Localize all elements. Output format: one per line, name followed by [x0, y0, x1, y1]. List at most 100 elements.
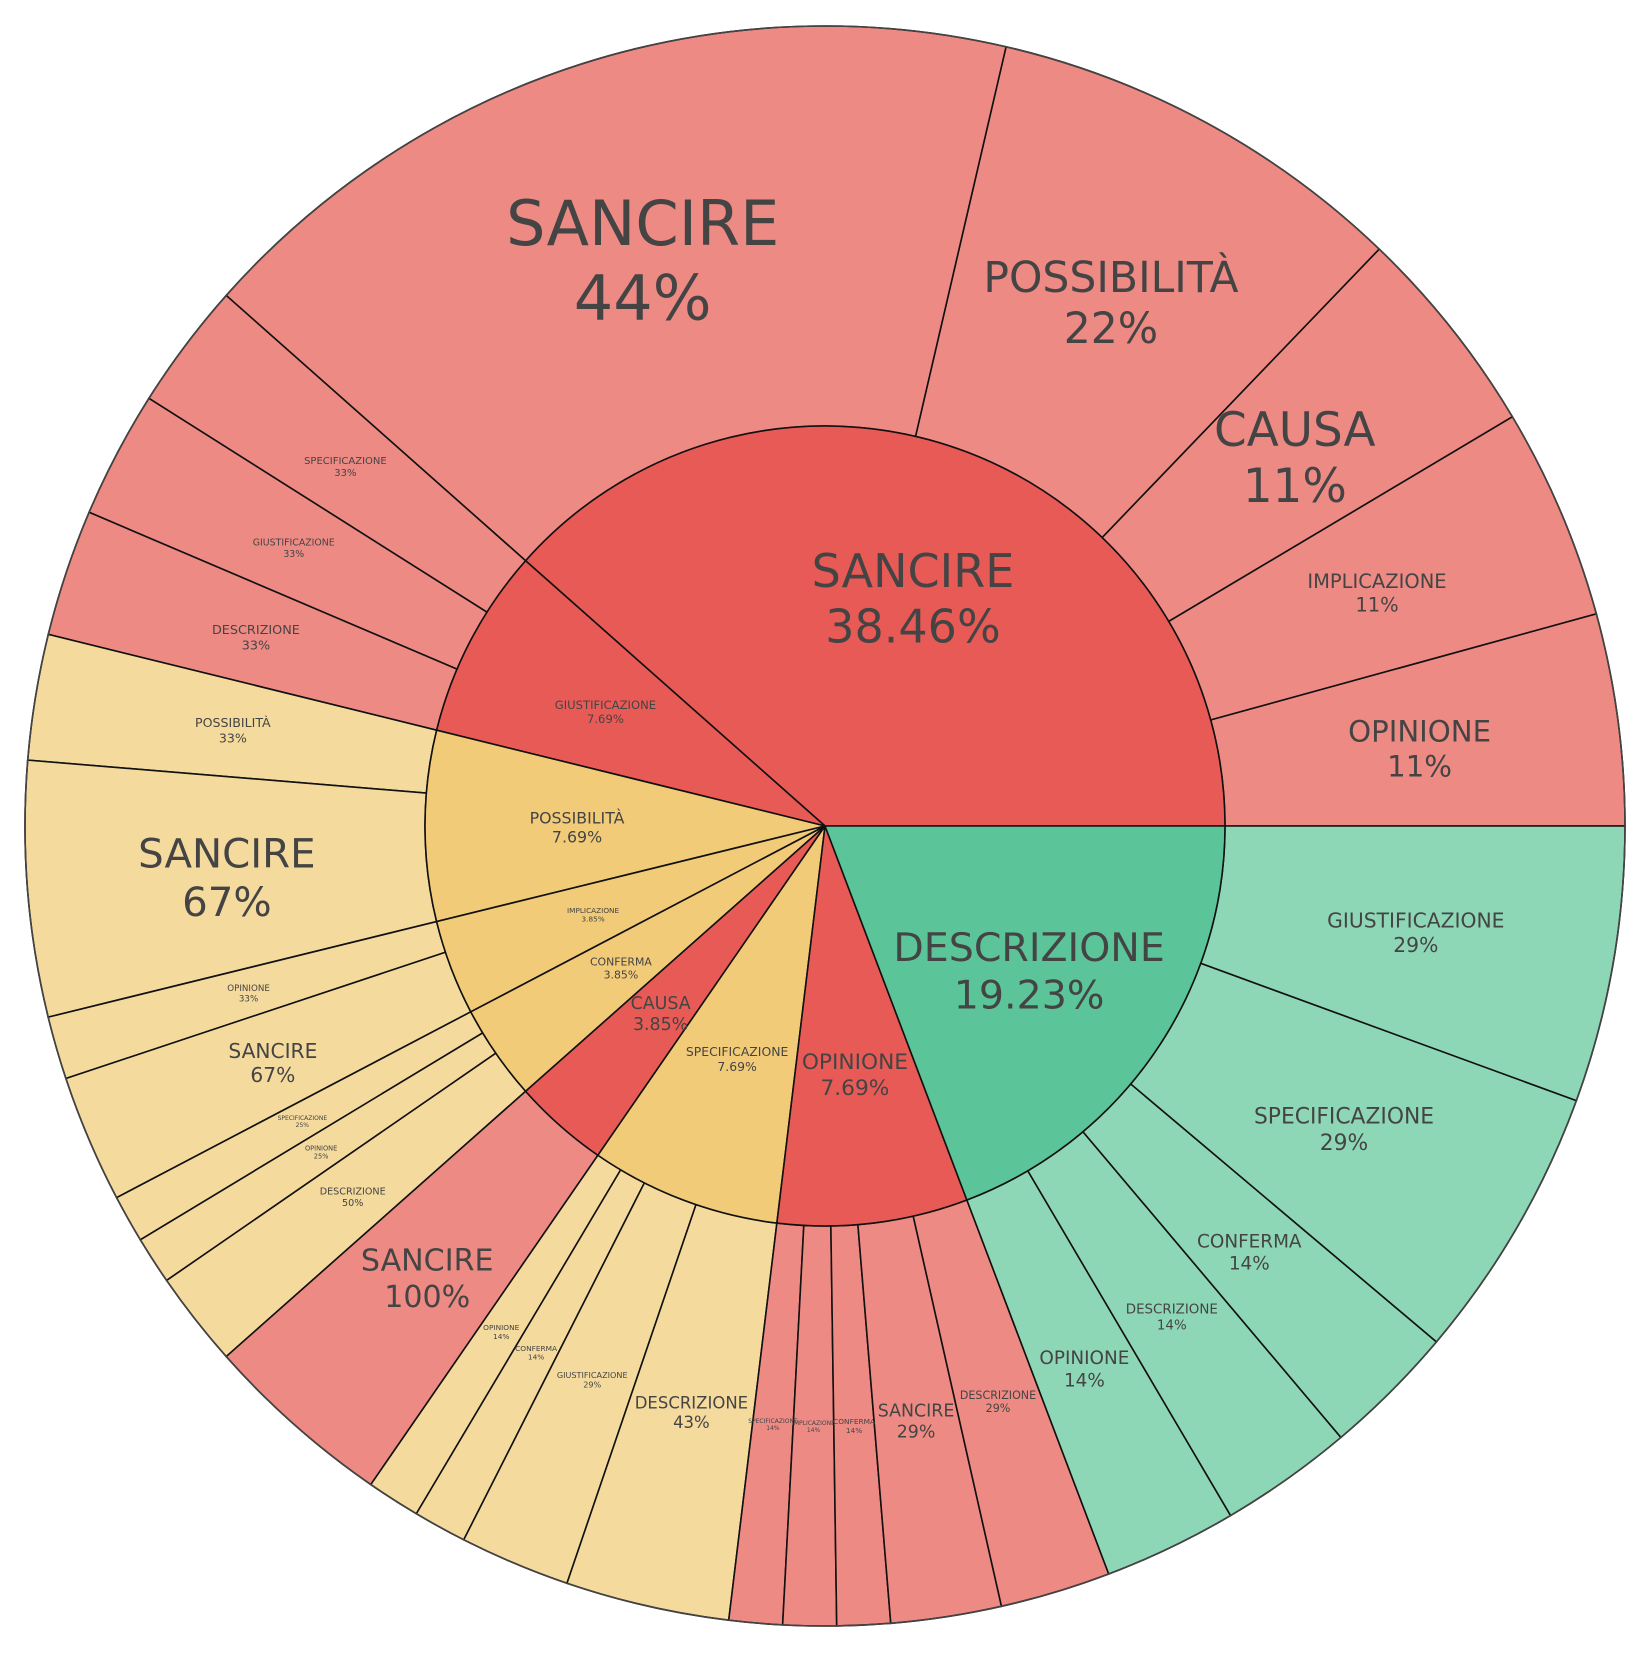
outer-label-opinione-sancire: SANCIRE 29%	[878, 1401, 955, 1442]
outer-ring	[24, 25, 1626, 1627]
inner-segment-sancire[interactable]	[524, 425, 1226, 827]
outer-label-sancire-possibilita-value: 22%	[1064, 305, 1158, 354]
inner-segment-descrizione[interactable]	[823, 825, 1226, 1202]
outer-label-descrizione-opinione: OPINIONE 14%	[1039, 1348, 1129, 1391]
outer-label-causa-sancire-name: SANCIRE	[361, 1244, 494, 1279]
outer-label-specificazione-conferma-name: CONFERMA	[515, 1344, 557, 1353]
inner-label-conferma-value: 3.85%	[604, 968, 639, 981]
outer-label-sancire-implicazione: IMPLICAZIONE 11%	[1307, 570, 1446, 616]
outer-label-sancire-implicazione-value: 11%	[1355, 593, 1398, 616]
outer-label-descrizione-descrizione-value: 14%	[1157, 1319, 1187, 1334]
outer-label-descrizione-specificazione-name: SPECIFICAZIONE	[1254, 1105, 1434, 1130]
inner-label-specificazione-value: 7.69%	[717, 1059, 757, 1074]
inner-label-opinione-value: 7.69%	[820, 1076, 889, 1101]
outer-label-conferma-opinione-name: OPINIONE	[305, 1145, 337, 1153]
inner-label-opinione: OPINIONE 7.69%	[802, 1050, 908, 1101]
inner-ring	[424, 425, 1226, 1227]
outer-label-descrizione-conferma-value: 14%	[1229, 1254, 1270, 1275]
outer-label-giustificazione-giustificazione-name: GIUSTIFICAZIONE	[253, 538, 335, 549]
inner-label-possibilita: POSSIBILITÀ 7.69%	[530, 809, 625, 847]
outer-label-sancire-possibilita: POSSIBILITÀ 22%	[983, 252, 1238, 354]
inner-label-sancire-value: 38.46%	[825, 599, 1000, 653]
outer-label-implicazione-sancire-name: SANCIRE	[228, 1039, 317, 1063]
inner-segment-possibilita[interactable]	[424, 729, 826, 923]
inner-label-descrizione-name: DESCRIZIONE	[893, 925, 1164, 971]
inner-segment-opinione[interactable]	[775, 825, 968, 1227]
outer-label-possibilita-possibilita-value: 33%	[219, 730, 247, 745]
outer-label-descrizione-giustificazione-value: 29%	[1393, 933, 1438, 957]
outer-label-specificazione-opinione: OPINIONE 14%	[483, 1323, 520, 1341]
outer-label-opinione-specificazione-name: SPECIFICAZIONE	[748, 1418, 798, 1425]
outer-label-conferma-specificazione-value: 25%	[296, 1122, 310, 1129]
inner-label-specificazione-name: SPECIFICAZIONE	[686, 1044, 789, 1059]
outer-label-specificazione-conferma-value: 14%	[528, 1353, 544, 1362]
inner-label-descrizione-value: 19.23%	[954, 972, 1105, 1018]
outer-label-conferma-opinione: OPINIONE 25%	[305, 1145, 337, 1161]
segment-labels: OPINIONE 11%IMPLICAZIONE 11%CAUSA 11%POSSIB…	[138, 187, 1504, 1442]
inner-segment-specificazione[interactable]	[596, 825, 826, 1224]
outer-label-descrizione-conferma-name: CONFERMA	[1197, 1231, 1302, 1252]
outer-label-specificazione-descrizione: DESCRIZIONE 43%	[635, 1393, 748, 1432]
inner-label-implicazione-value: 3.85%	[581, 915, 604, 924]
inner-label-conferma: CONFERMA 3.85%	[590, 955, 652, 981]
outer-label-sancire-causa-name: CAUSA	[1214, 404, 1376, 458]
inner-label-causa-name: CAUSA	[631, 994, 691, 1014]
outer-label-conferma-opinione-value: 25%	[314, 1153, 329, 1161]
outer-label-giustificazione-descrizione-name: DESCRIZIONE	[212, 623, 300, 638]
inner-label-giustificazione-value: 7.69%	[587, 712, 624, 726]
outer-label-giustificazione-descrizione: DESCRIZIONE 33%	[212, 623, 300, 653]
inner-label-causa-value: 3.85%	[633, 1015, 688, 1035]
outer-label-opinione-descrizione-value: 29%	[986, 1402, 1011, 1415]
inner-label-conferma-name: CONFERMA	[590, 955, 652, 968]
inner-label-possibilita-value: 7.69%	[552, 828, 602, 847]
outer-label-implicazione-opinione-value: 33%	[239, 995, 258, 1005]
outer-label-descrizione-specificazione-value: 29%	[1320, 1131, 1368, 1156]
outer-label-causa-sancire-value: 100%	[384, 1280, 470, 1315]
outer-label-specificazione-conferma: CONFERMA 14%	[515, 1344, 557, 1362]
outer-label-sancire-opinione: OPINIONE 11%	[1348, 714, 1491, 783]
outer-label-conferma-descrizione: DESCRIZIONE 50%	[320, 1187, 386, 1210]
outer-label-opinione-conferma: CONFERMA 14%	[833, 1417, 875, 1435]
outer-label-opinione-sancire-value: 29%	[897, 1422, 936, 1442]
outer-label-conferma-specificazione: SPECIFICAZIONE 25%	[278, 1115, 328, 1129]
outer-label-giustificazione-giustificazione: GIUSTIFICAZIONE 33%	[253, 538, 335, 560]
inner-label-sancire: SANCIRE 38.46%	[812, 544, 1015, 653]
outer-label-implicazione-sancire: SANCIRE 67%	[228, 1039, 317, 1087]
outer-label-opinione-specificazione-value: 14%	[766, 1425, 780, 1432]
outer-label-opinione-descrizione-name: DESCRIZIONE	[960, 1389, 1036, 1402]
inner-label-possibilita-name: POSSIBILITÀ	[530, 809, 625, 828]
outer-label-possibilita-possibilita: POSSIBILITÀ 33%	[195, 715, 271, 745]
outer-label-specificazione-descrizione-name: DESCRIZIONE	[635, 1393, 748, 1412]
outer-label-opinione-specificazione: SPECIFICAZIONE 14%	[748, 1418, 798, 1432]
outer-label-conferma-descrizione-name: DESCRIZIONE	[320, 1187, 386, 1198]
outer-label-sancire-sancire-name: SANCIRE	[506, 187, 779, 260]
inner-label-implicazione: IMPLICAZIONE 3.85%	[567, 906, 620, 924]
outer-label-giustificazione-specificazione-value: 33%	[334, 468, 356, 479]
outer-label-opinione-conferma-value: 14%	[846, 1426, 862, 1435]
outer-label-specificazione-opinione-value: 14%	[493, 1332, 509, 1341]
outer-label-sancire-possibilita-name: POSSIBILITÀ	[983, 252, 1238, 303]
outer-label-descrizione-descrizione: DESCRIZIONE 14%	[1126, 1303, 1218, 1334]
outer-label-sancire-causa: CAUSA 11%	[1214, 404, 1376, 514]
outer-label-sancire-sancire: SANCIRE 44%	[506, 187, 779, 334]
outer-label-descrizione-opinione-value: 14%	[1064, 1370, 1105, 1391]
outer-label-sancire-causa-value: 11%	[1243, 460, 1347, 514]
outer-label-opinione-implicazione-value: 14%	[807, 1427, 821, 1434]
outer-label-descrizione-opinione-name: OPINIONE	[1039, 1348, 1129, 1369]
inner-label-descrizione: DESCRIZIONE 19.23%	[893, 925, 1164, 1018]
outer-label-opinione-conferma-name: CONFERMA	[833, 1417, 875, 1426]
outer-label-descrizione-descrizione-name: DESCRIZIONE	[1126, 1303, 1218, 1318]
inner-segment-giustificazione[interactable]	[435, 559, 826, 827]
outer-label-sancire-sancire-value: 44%	[574, 261, 712, 334]
outer-label-giustificazione-specificazione-name: SPECIFICAZIONE	[304, 456, 387, 467]
outer-label-conferma-descrizione-value: 50%	[342, 1198, 363, 1209]
outer-label-descrizione-specificazione: SPECIFICAZIONE 29%	[1254, 1105, 1434, 1156]
outer-label-possibilita-possibilita-name: POSSIBILITÀ	[195, 715, 271, 730]
outer-label-possibilita-sancire-value: 67%	[182, 879, 272, 926]
outer-label-specificazione-opinione-name: OPINIONE	[483, 1323, 520, 1332]
outer-label-conferma-specificazione-name: SPECIFICAZIONE	[278, 1115, 328, 1122]
outer-label-specificazione-giustificazione-name: GIUSTIFICAZIONE	[557, 1370, 628, 1380]
inner-label-sancire-name: SANCIRE	[812, 544, 1015, 598]
inner-label-opinione-name: OPINIONE	[802, 1050, 908, 1075]
